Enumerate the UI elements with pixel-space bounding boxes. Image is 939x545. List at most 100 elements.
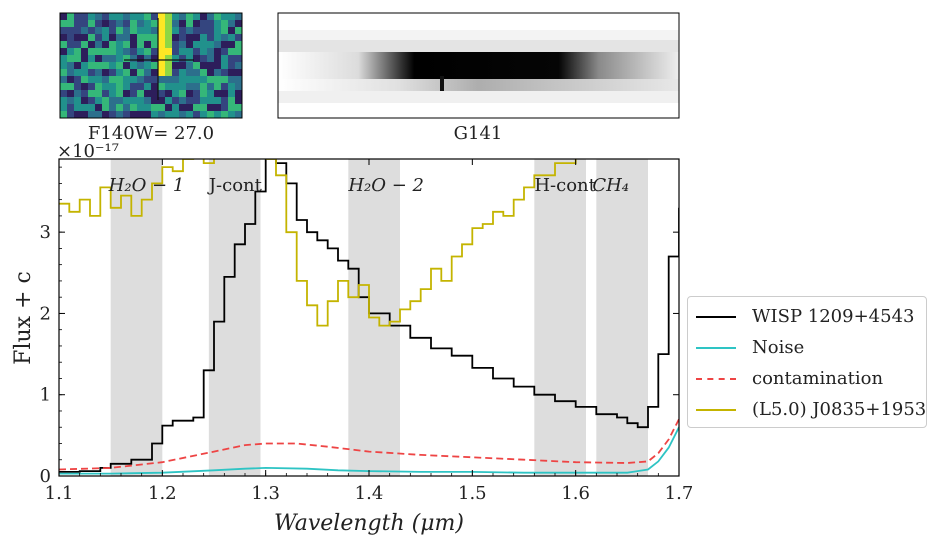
thumbnail-pixel <box>116 90 124 98</box>
thumbnail-pixel <box>95 27 103 35</box>
thumbnail-pixel <box>81 111 89 119</box>
thumbnail-pixel <box>193 76 201 84</box>
thumbnail-pixel <box>221 76 229 84</box>
spectrum-plot: 1.1 1.2 1.3 1.4 1.5 1.6 1.7 0 1 2 3 ×10⁻¹⁷ Wavele… <box>11 141 693 536</box>
thumbnail-pixel <box>74 20 82 28</box>
thumbnail-pixel <box>123 97 131 105</box>
thumbnail-pixel <box>88 90 96 98</box>
thumbnail-pixel <box>95 104 103 112</box>
thumbnail-pixel <box>109 97 117 105</box>
thumbnail-pixel <box>214 62 222 70</box>
thumbnail-pixel <box>158 83 166 91</box>
thumbnail-pixel <box>88 104 96 112</box>
thumbnail-pixel <box>137 76 145 84</box>
thumbnail-pixel <box>165 83 173 91</box>
thumbnail-pixel <box>151 76 159 84</box>
thumbnail-pixel <box>228 13 236 21</box>
thumbnail-pixel <box>67 20 75 28</box>
thumbnail-pixel <box>221 90 229 98</box>
thumbnail-pixel <box>207 90 215 98</box>
thumbnail-pixel <box>151 48 159 56</box>
legend-swatch <box>696 378 736 380</box>
thumbnail-pixel <box>172 97 180 105</box>
thumbnail-pixel <box>158 104 166 112</box>
thumbnail-pixel <box>165 34 173 42</box>
thumbnail-pixel <box>172 76 180 84</box>
thumbnail-pixel <box>228 90 236 98</box>
thumbnail-pixel <box>235 62 243 70</box>
thumbnail-pixel <box>200 13 208 21</box>
thumbnail-pixel <box>123 34 131 42</box>
thumbnail-pixel <box>193 83 201 91</box>
thumbnail-pixel <box>116 111 124 119</box>
thumbnail-pixel <box>214 34 222 42</box>
thumbnail-pixel <box>116 27 124 35</box>
thumbnail-pixel <box>74 69 82 77</box>
thumbnail-pixel <box>207 34 215 42</box>
thumbnail-pixel <box>214 48 222 56</box>
thumbnail-pixel <box>200 97 208 105</box>
grism-label: G141 <box>454 123 503 144</box>
thumbnail-pixel <box>130 83 138 91</box>
thumbnail-pixel <box>130 20 138 28</box>
thumbnail-pixel <box>102 20 110 28</box>
thumbnail-pixel <box>137 48 145 56</box>
thumbnail-pixel <box>193 104 201 112</box>
thumbnail-pixel <box>172 41 180 49</box>
thumbnail-pixel <box>130 55 138 63</box>
thumbnail-pixel <box>130 48 138 56</box>
thumbnail-pixel <box>221 97 229 105</box>
thumbnail-pixel <box>144 90 152 98</box>
thumbnail-pixel <box>172 104 180 112</box>
grism-thumbnail <box>277 12 680 119</box>
thumbnail-pixel <box>116 48 124 56</box>
thumbnail-pixel <box>200 76 208 84</box>
thumbnail-pixel <box>228 111 236 119</box>
x-tick-label: 1.4 <box>355 483 384 504</box>
thumbnail-pixel <box>123 69 131 77</box>
thumbnail-pixel <box>200 48 208 56</box>
thumbnail-pixel <box>116 69 124 77</box>
thumbnail-pixel <box>200 111 208 119</box>
thumbnail-pixel <box>186 20 194 28</box>
feature-band <box>208 159 261 476</box>
thumbnail-pixel <box>193 48 201 56</box>
thumbnail-pixel <box>158 90 166 98</box>
thumbnail-pixel <box>102 27 110 35</box>
thumbnail-pixel <box>235 13 243 21</box>
thumbnail-pixel <box>144 97 152 105</box>
thumbnail-pixel <box>172 34 180 42</box>
thumbnail-pixel <box>67 90 75 98</box>
thumbnail-pixel <box>130 27 138 35</box>
thumbnail-pixel <box>207 13 215 21</box>
thumbnail-pixel <box>151 97 159 105</box>
thumbnail-pixel <box>193 27 201 35</box>
thumbnail-pixel <box>123 20 131 28</box>
thumbnail-pixel <box>88 97 96 105</box>
thumbnail-pixel <box>102 97 110 105</box>
thumbnail-pixel <box>214 69 222 77</box>
thumbnail-pixel <box>144 104 152 112</box>
thumbnail-pixel <box>200 69 208 77</box>
thumbnail-pixel <box>109 62 117 70</box>
thumbnail-pixel <box>95 76 103 84</box>
thumbnail-pixel <box>207 48 215 56</box>
feature-band <box>596 159 648 476</box>
thumbnail-pixel <box>67 13 75 21</box>
thumbnail-pixel <box>123 104 131 112</box>
thumbnail-pixel <box>60 111 68 119</box>
thumbnail-pixel <box>109 48 117 56</box>
thumbnail-pixel <box>137 13 145 21</box>
thumbnail-pixel <box>221 83 229 91</box>
thumbnail-pixel <box>172 20 180 28</box>
thumbnail-pixel <box>228 27 236 35</box>
thumbnail-pixel <box>123 13 131 21</box>
thumbnail-pixel <box>102 90 110 98</box>
thumbnail-pixel <box>95 13 103 21</box>
thumbnail-pixel <box>186 55 194 63</box>
thumbnail-pixel <box>214 97 222 105</box>
thumbnail-pixel <box>151 83 159 91</box>
thumbnail-pixel <box>137 69 145 77</box>
thumbnail-pixel <box>207 62 215 70</box>
thumbnail-pixel <box>193 55 201 63</box>
